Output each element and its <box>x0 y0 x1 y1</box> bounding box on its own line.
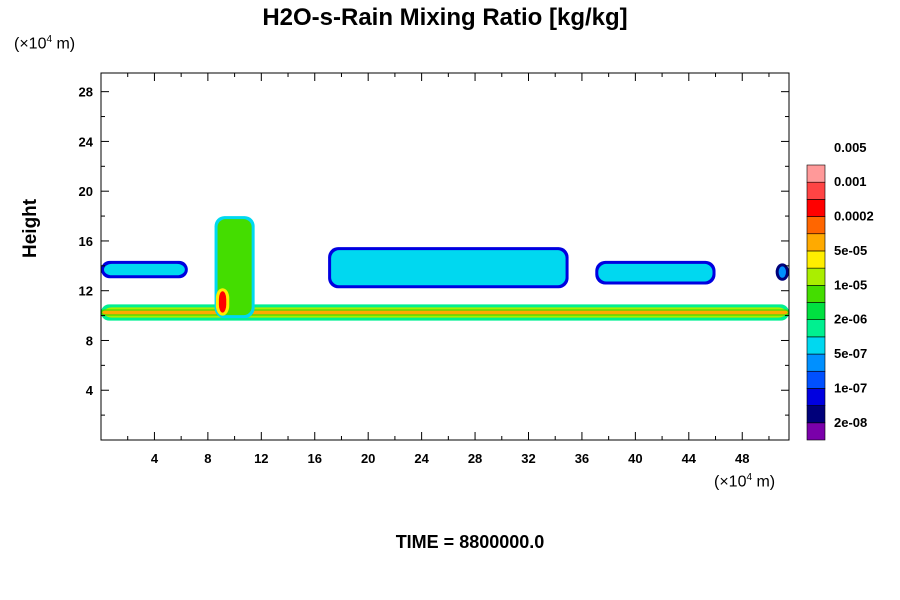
heatmap-region-5 <box>778 266 786 278</box>
y-tick-label-0: 4 <box>86 383 94 398</box>
x-tick-label-6: 28 <box>468 451 482 466</box>
x-tick-label-8: 36 <box>575 451 589 466</box>
heatmap-region-3 <box>331 250 566 286</box>
colorbar-swatch-4 <box>806 353 826 372</box>
x-tick-label-2: 12 <box>254 451 268 466</box>
colorbar-label-3: 2e-06 <box>834 312 867 327</box>
colorbar-swatch-0 <box>806 422 826 441</box>
y-tick-label-3: 16 <box>79 234 93 249</box>
y-tick-label-1: 8 <box>86 333 93 348</box>
x-tick-label-1: 8 <box>204 451 211 466</box>
colorbar-swatch-6 <box>806 319 826 338</box>
heatmap-region-4 <box>598 263 713 282</box>
x-tick-label-9: 40 <box>628 451 642 466</box>
colorbar-swatch-12 <box>806 216 826 235</box>
y-tick-label-6: 28 <box>79 85 93 100</box>
colorbar-swatch-7 <box>806 302 826 320</box>
plot-frame <box>100 72 790 441</box>
colorbar-label-4: 1e-05 <box>834 277 867 292</box>
colorbar-label-6: 0.0002 <box>834 209 874 224</box>
x-tick-label-11: 48 <box>735 451 749 466</box>
heatmap-region-2 <box>104 263 185 276</box>
colorbar-label-5: 5e-05 <box>834 243 867 258</box>
x-axis-unit: (×104 m) <box>714 472 776 491</box>
colorbar-label-8: 0.005 <box>834 140 867 155</box>
colorbar-swatch-13 <box>806 199 826 217</box>
y-tick-label-4: 20 <box>79 184 93 199</box>
colorbar-swatch-5 <box>806 336 826 355</box>
x-tick-label-4: 20 <box>361 451 375 466</box>
colorbar-label-0: 2e-08 <box>834 415 867 430</box>
colorbar-swatch-2 <box>806 388 826 406</box>
chart-title: H2O-s-Rain Mixing Ratio [kg/kg] <box>262 4 628 31</box>
colorbar-label-1: 1e-07 <box>834 380 867 395</box>
colorbar-label-2: 5e-07 <box>834 346 867 361</box>
x-tick-label-3: 16 <box>308 451 322 466</box>
colorbar-swatch-1 <box>806 405 826 424</box>
colorbar-swatch-15 <box>806 164 826 183</box>
y-tick-label-2: 12 <box>79 284 93 299</box>
y-tick-label-5: 24 <box>79 134 94 149</box>
x-tick-label-10: 44 <box>682 451 697 466</box>
heatmap-region-7 <box>218 291 227 313</box>
x-tick-label-5: 24 <box>414 451 429 466</box>
y-axis-unit: (×104 m) <box>14 34 76 53</box>
time-label: TIME = 8800000.0 <box>395 532 545 552</box>
colorbar-swatch-3 <box>806 370 826 389</box>
colorbar-swatch-14 <box>806 181 826 200</box>
colorbar-swatch-8 <box>806 285 826 303</box>
x-tick-label-0: 4 <box>151 451 159 466</box>
colorbar-swatch-10 <box>806 250 826 269</box>
colorbar-swatch-11 <box>806 233 826 252</box>
colorbar-label-7: 0.001 <box>834 174 867 189</box>
x-tick-label-7: 32 <box>521 451 535 466</box>
colorbar-swatch-9 <box>806 267 826 286</box>
heatmap-region-1 <box>102 310 788 315</box>
